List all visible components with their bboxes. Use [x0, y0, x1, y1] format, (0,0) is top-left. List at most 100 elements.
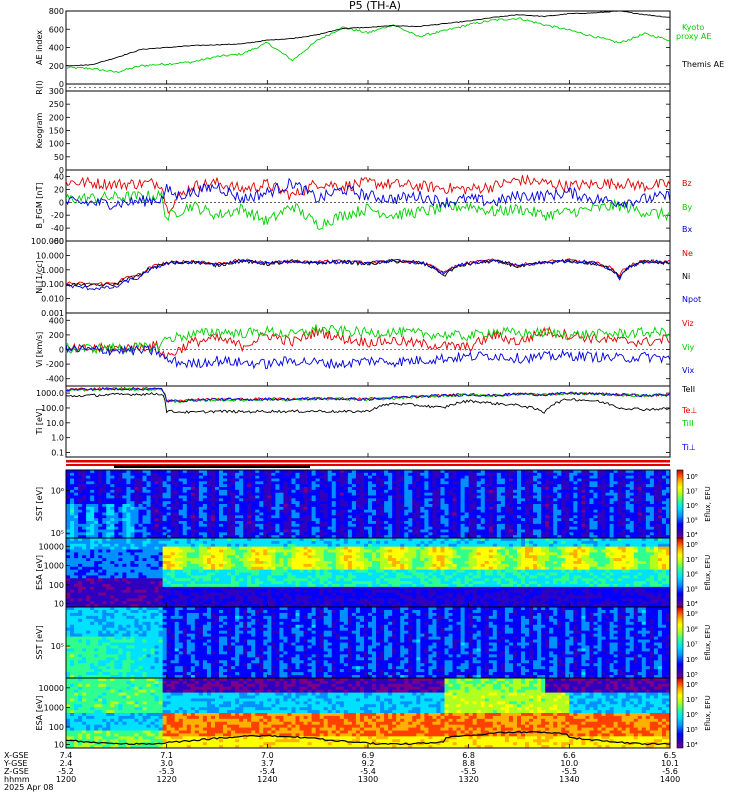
sst_i-colorbar-tick: 10⁴	[686, 531, 698, 539]
ri-dot	[69, 86, 71, 89]
xaxis-tick-t: 1220	[156, 775, 176, 784]
ri-dot	[484, 86, 486, 89]
ri-dot	[624, 86, 626, 89]
ti-ytick-label: 10.0	[46, 419, 64, 428]
ni-ylabel: Ni [1/cc]	[35, 260, 44, 294]
ri-dot	[654, 86, 656, 89]
ri-dot	[364, 86, 366, 89]
keo-ytick-label: 100	[49, 140, 64, 149]
esa_e-colorbar-tick: 10⁴	[686, 741, 698, 749]
ri-dot	[579, 86, 581, 89]
ri-dot	[659, 86, 661, 89]
xaxis-tick-x: 7.4	[60, 751, 73, 760]
legend-by: By	[682, 203, 692, 212]
ri-dot	[464, 86, 466, 89]
xaxis-tick-y: 3.7	[261, 759, 274, 768]
vi-ylabel: Vi [km/s]	[35, 332, 44, 368]
ri-dot	[424, 86, 426, 89]
ri-dot	[664, 86, 666, 89]
xaxis-tick-t: 1240	[257, 775, 277, 784]
ae-ytick-label: 0	[59, 80, 64, 89]
ri-dot	[454, 86, 456, 89]
ae-panel-frame	[65, 10, 671, 85]
xaxis-row-label: X-GSE	[4, 751, 29, 760]
ti-ytick-label: 0.1	[51, 449, 64, 458]
legend-bx: Bx	[682, 225, 692, 234]
ri-dot	[139, 86, 141, 89]
ri-dot	[504, 86, 506, 89]
legend-vix: Vix	[682, 366, 695, 375]
legend-viz: Viz	[682, 319, 694, 328]
keo-ytick-label: 50	[54, 153, 64, 162]
esa_i-colorbar-tick: 10⁶	[686, 571, 698, 579]
ri-dot	[189, 86, 191, 89]
sst_e-colorbar-tick: 10⁹	[686, 610, 698, 618]
ri-dot	[254, 86, 256, 89]
keo-ytick-label: 0	[59, 166, 64, 175]
sst_i-ytick-label: 10⁵	[51, 529, 64, 538]
ri-dot	[114, 86, 116, 89]
xaxis-tick-y: 9.2	[362, 759, 375, 768]
ae-series-themisae	[65, 10, 671, 67]
ni-ytick-label: 1.000	[41, 266, 64, 275]
ri-dot	[74, 86, 76, 89]
legend-themis-ae: Themis AE	[681, 60, 724, 69]
bfgm-ytick-label: 40	[54, 172, 64, 181]
xaxis-tick-t: 1300	[358, 775, 378, 784]
xaxis-tick-z: -5.6	[662, 767, 678, 776]
esa_e-ytick-label: 1000	[44, 703, 64, 712]
ri-dot	[184, 86, 186, 89]
ri-dot	[334, 86, 336, 89]
ri-dot	[304, 86, 306, 89]
ri-dot	[394, 86, 396, 89]
xaxis-tick-t: 1400	[660, 775, 680, 784]
ri-dot	[459, 86, 461, 89]
ri-dot	[314, 86, 316, 89]
ti-ytick-label: 1.0	[51, 434, 64, 443]
esa_e-ylabel: ESA [eV]	[35, 696, 44, 731]
ri-dot	[84, 86, 86, 89]
ri-dot	[204, 86, 206, 89]
ri-dot	[99, 86, 101, 89]
ri-dot	[339, 86, 341, 89]
xaxis-tick-y: 8.8	[462, 759, 475, 768]
ri-dot	[509, 86, 511, 89]
legend-ti-perp: Ti⊥	[681, 443, 696, 452]
bfgm-series-bx	[65, 177, 671, 210]
ti-ytick-label: 1000.0	[36, 389, 64, 398]
keo-ylabel: Keogram	[35, 112, 44, 148]
ni-ytick-label: 100.000	[31, 237, 64, 246]
ri-dot	[164, 86, 166, 89]
ri-dot	[259, 86, 261, 89]
ri-dot	[649, 86, 651, 89]
ri-dot	[389, 86, 391, 89]
ri-dot	[244, 86, 246, 89]
ri-dot	[419, 86, 421, 89]
ri-dot	[124, 86, 126, 89]
ri-dot	[474, 86, 476, 89]
mode-bar-red-2	[66, 464, 670, 466]
ni-ytick-label: 0.001	[41, 309, 64, 318]
esa_e-colorbar-label: Eflux, EFU	[704, 695, 712, 730]
bfgm-ytick-label: 0	[59, 198, 64, 207]
bfgm-ytick-label: -60	[51, 237, 64, 246]
ri-dot	[524, 86, 526, 89]
ri-dot	[279, 86, 281, 89]
ri-ylabel: R(I)	[35, 80, 44, 94]
esa_i-colorbar-tick: 10⁵	[686, 585, 698, 593]
ri-dot	[199, 86, 201, 89]
ri-dot	[539, 86, 541, 89]
xaxis-tick-z: -5.5	[461, 767, 477, 776]
esa_e-colorbar-tick: 10⁵	[686, 726, 698, 734]
ae-ylabel: AE index	[35, 30, 44, 65]
esa_i-ytick-label: 1000	[44, 562, 64, 571]
ri-dot	[594, 86, 596, 89]
ri-dot	[224, 86, 226, 89]
esa_i-ytick-label: 10	[54, 600, 64, 609]
vi-series-vix	[65, 344, 671, 370]
keo-panel-frame	[65, 90, 671, 171]
xaxis-tick-z: -5.5	[562, 767, 578, 776]
ri-dot	[329, 86, 331, 89]
ri-dot	[234, 86, 236, 89]
